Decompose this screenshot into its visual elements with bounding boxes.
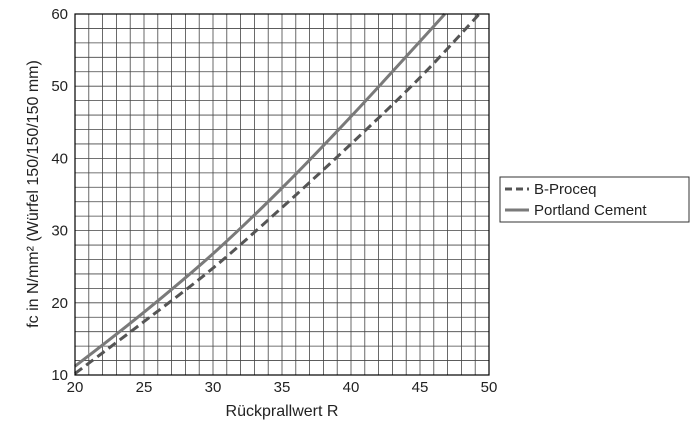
y-tick-label: 20 xyxy=(51,295,68,312)
y-tick-labels: 10 20 30 40 50 60 xyxy=(51,6,68,384)
series-line-portland-cement xyxy=(74,13,446,368)
x-tick-label: 40 xyxy=(343,379,360,396)
x-tick-labels: 20 25 30 35 40 45 50 xyxy=(67,379,498,396)
x-tick-label: 25 xyxy=(136,379,153,396)
x-tick-label: 20 xyxy=(67,379,84,396)
legend-label-b-proceq: B-Proceq xyxy=(534,181,597,198)
legend: B-Proceq Portland Cement xyxy=(499,176,690,223)
x-tick-label: 50 xyxy=(481,379,498,396)
legend-label-portland-cement: Portland Cement xyxy=(534,202,647,219)
series-layer xyxy=(74,12,481,375)
y-tick-label: 10 xyxy=(51,367,68,384)
series-line-b-proceq xyxy=(74,12,481,375)
plot-frame xyxy=(74,13,490,376)
x-tick-label: 45 xyxy=(412,379,429,396)
y-tick-label: 40 xyxy=(51,150,68,167)
x-tick-label: 35 xyxy=(274,379,291,396)
y-axis-title: fc in N/mm² (Würfel 150/150/150 mm) xyxy=(25,60,42,328)
x-axis-title: Rückprallwert R xyxy=(226,403,339,420)
grid xyxy=(75,14,489,375)
x-tick-label: 30 xyxy=(205,379,222,396)
y-tick-label: 60 xyxy=(51,6,68,23)
legend-box xyxy=(499,176,690,223)
y-tick-label: 50 xyxy=(51,78,68,95)
y-tick-label: 30 xyxy=(51,223,68,240)
